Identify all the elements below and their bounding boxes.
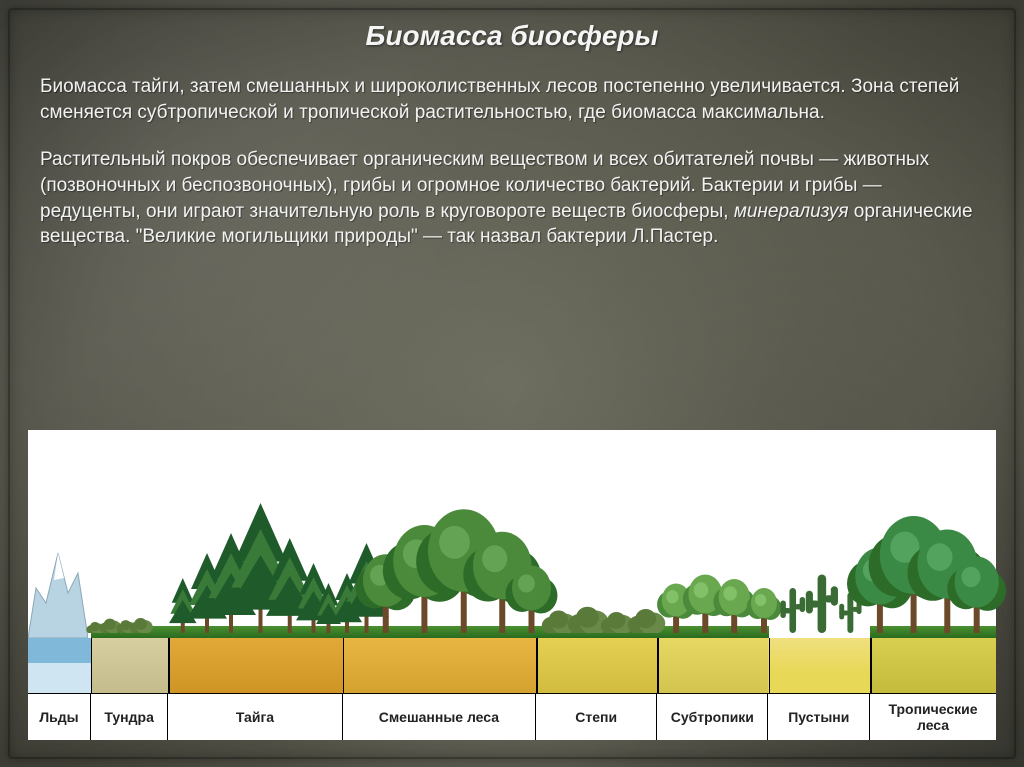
paragraph-1: Биомасса тайги, затем смешанных и широко… — [40, 74, 984, 125]
paragraph-2: Растительный покров обеспечивает органич… — [40, 147, 984, 250]
label-strip: ЛьдыТундраТайгаСмешанные лесаСтепиСубтро… — [28, 693, 996, 740]
slide-title: Биомасса биосферы — [40, 20, 984, 52]
label-ice: Льды — [28, 694, 91, 740]
tundra-shrub — [129, 613, 155, 638]
label-taiga: Тайга — [168, 694, 342, 740]
ground-ice — [28, 638, 91, 693]
cactus-icon — [804, 568, 840, 638]
tropic-tree-icon — [941, 523, 1012, 638]
ground-taiga — [168, 638, 342, 693]
ground-subtropic — [657, 638, 768, 693]
vegetation-layer — [28, 430, 996, 638]
ground-tundra — [91, 638, 168, 693]
label-mixed: Смешанные леса — [343, 694, 537, 740]
label-tundra: Тундра — [91, 694, 168, 740]
label-tropic: Тропические леса — [870, 694, 996, 740]
cactus-icon — [779, 583, 807, 638]
ground-tropic — [870, 638, 996, 693]
ground-mixed — [343, 638, 537, 693]
ground-desert — [768, 638, 870, 693]
label-steppe: Степи — [536, 694, 657, 740]
label-subtropic: Субтропики — [657, 694, 768, 740]
biome-diagram: ЛьдыТундраТайгаСмешанные лесаСтепиСубтро… — [28, 430, 996, 740]
paragraph-2-em: минерализуя — [734, 201, 849, 222]
ground-steppe — [536, 638, 657, 693]
slide-content: Биомасса биосферы Биомасса тайги, затем … — [0, 0, 1024, 250]
label-desert: Пустыни — [768, 694, 870, 740]
ice-mountain-icon — [28, 548, 88, 638]
ground-strip — [28, 638, 996, 693]
